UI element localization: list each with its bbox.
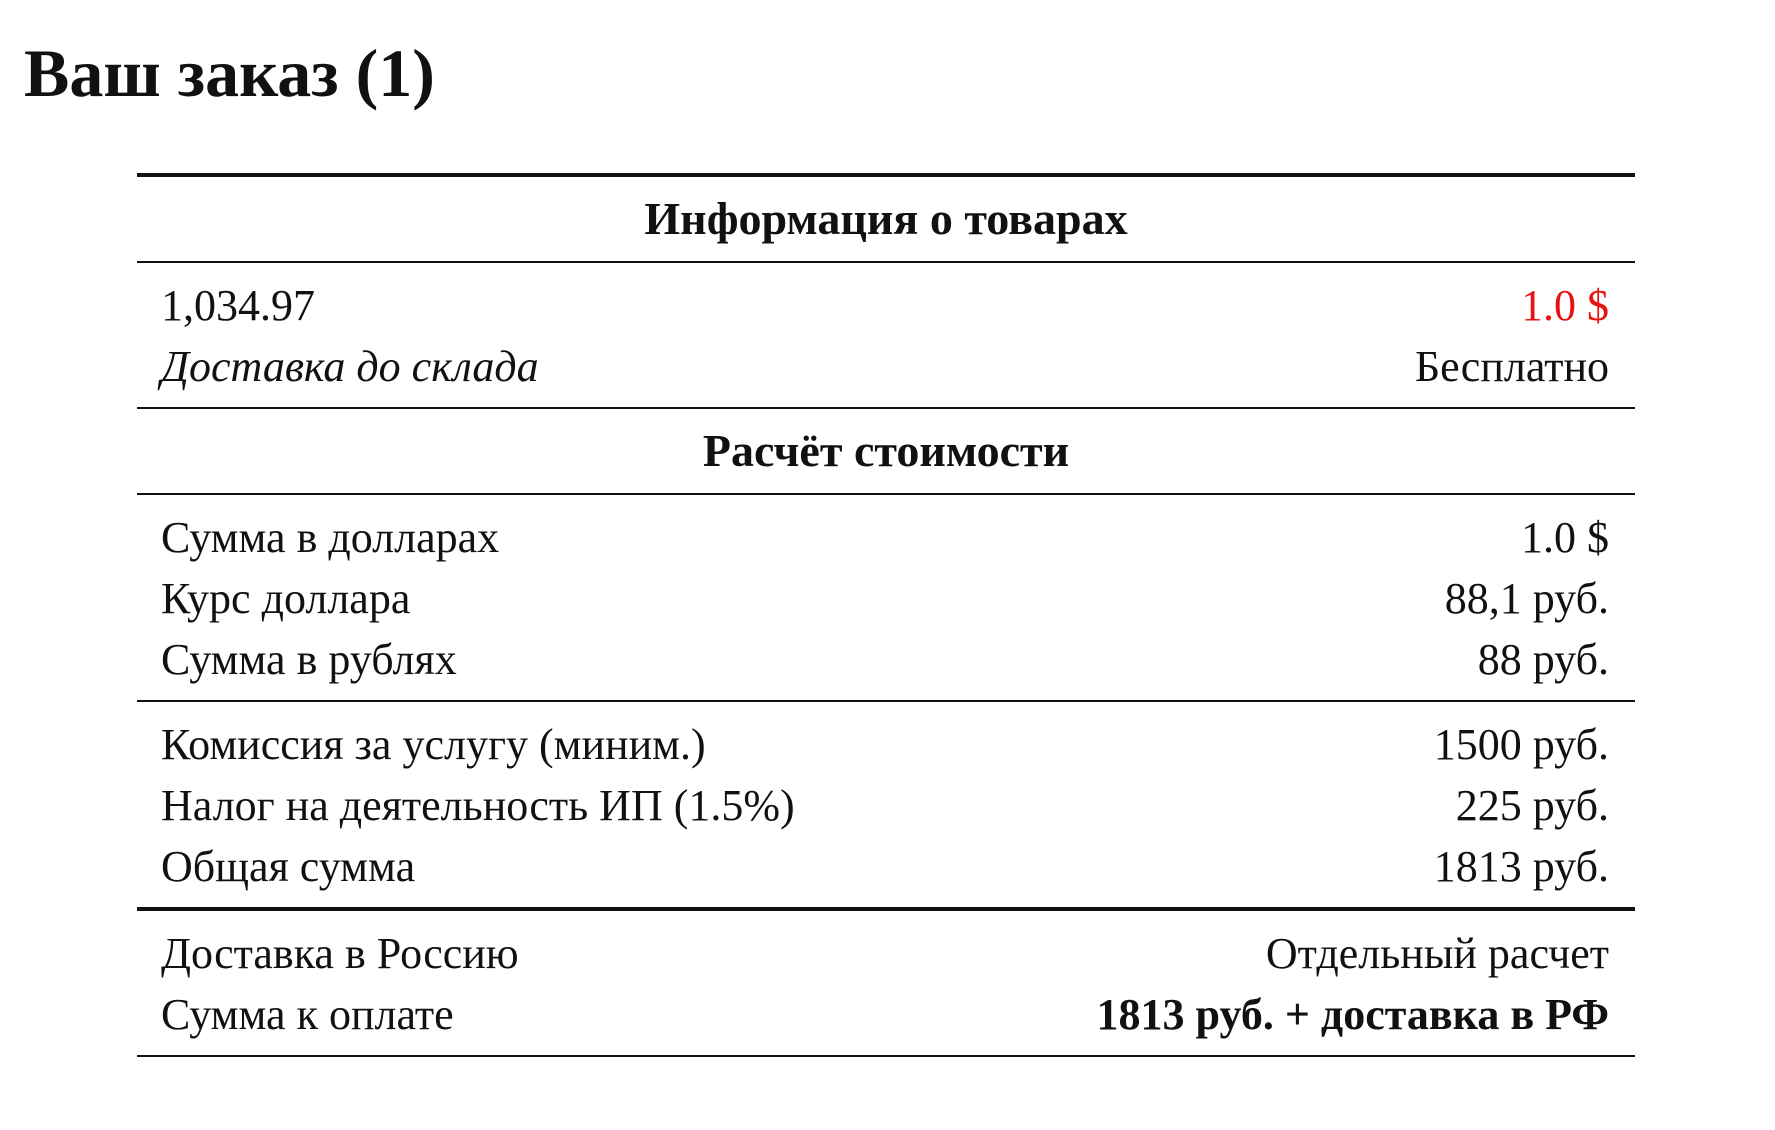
- divider: [137, 407, 1635, 409]
- calc-heading: Расчёт стоимости: [702, 425, 1070, 476]
- rub-sum-row: Сумма в рублях 88 руб.: [137, 629, 1635, 690]
- divider: [137, 700, 1635, 702]
- divider: [137, 907, 1635, 911]
- row-value: 1500 руб.: [1433, 720, 1609, 769]
- row-label: Комиссия за услугу (миним.): [161, 720, 706, 769]
- warehouse-delivery-label: Доставка до склада: [161, 342, 539, 391]
- divider: [137, 173, 1635, 177]
- row-value: 1.0 $: [1521, 513, 1609, 562]
- tax-row: Налог на деятельность ИП (1.5%) 225 руб.: [137, 775, 1635, 836]
- row-label: Сумма к оплате: [161, 990, 454, 1039]
- usd-sum-row: Сумма в долларах 1.0 $: [137, 507, 1635, 568]
- row-label: Курс доллара: [161, 574, 411, 623]
- to-pay-value: 1813 руб. + доставка в РФ: [1096, 990, 1609, 1039]
- row-label: Доставка в Россию: [161, 929, 519, 978]
- row-label: Общая сумма: [161, 842, 416, 891]
- row-value: Отдельный расчет: [1265, 929, 1609, 978]
- divider: [137, 261, 1635, 263]
- row-value: 88 руб.: [1477, 635, 1609, 684]
- russia-delivery-row: Доставка в Россию Отдельный расчет: [137, 923, 1635, 984]
- order-summary-table: Информация о товарах 1,034.97 1.0 $ Дост…: [137, 173, 1635, 1057]
- row-value: 1813 руб.: [1433, 842, 1609, 891]
- row-label: Сумма в рублях: [161, 635, 457, 684]
- item-price-row: 1,034.97 1.0 $: [137, 275, 1635, 336]
- row-label: Сумма в долларах: [161, 513, 500, 562]
- commission-row: Комиссия за услугу (миним.) 1500 руб.: [137, 714, 1635, 775]
- row-value: 88,1 руб.: [1444, 574, 1609, 623]
- divider: [137, 1055, 1635, 1057]
- total-row: Общая сумма 1813 руб.: [137, 836, 1635, 897]
- row-value: 225 руб.: [1455, 781, 1609, 830]
- row-label: Налог на деятельность ИП (1.5%): [161, 781, 795, 830]
- page-title: Ваш заказ (1): [24, 35, 435, 111]
- exchange-rate-row: Курс доллара 88,1 руб.: [137, 568, 1635, 629]
- warehouse-delivery-row: Доставка до склада Бесплатно: [137, 336, 1635, 397]
- products-heading: Информация о товарах: [644, 193, 1128, 244]
- warehouse-delivery-value: Бесплатно: [1414, 342, 1609, 391]
- item-price-label: 1,034.97: [161, 281, 315, 330]
- item-price-value: 1.0 $: [1521, 281, 1609, 330]
- divider: [137, 493, 1635, 495]
- to-pay-row: Сумма к оплате 1813 руб. + доставка в РФ: [137, 984, 1635, 1045]
